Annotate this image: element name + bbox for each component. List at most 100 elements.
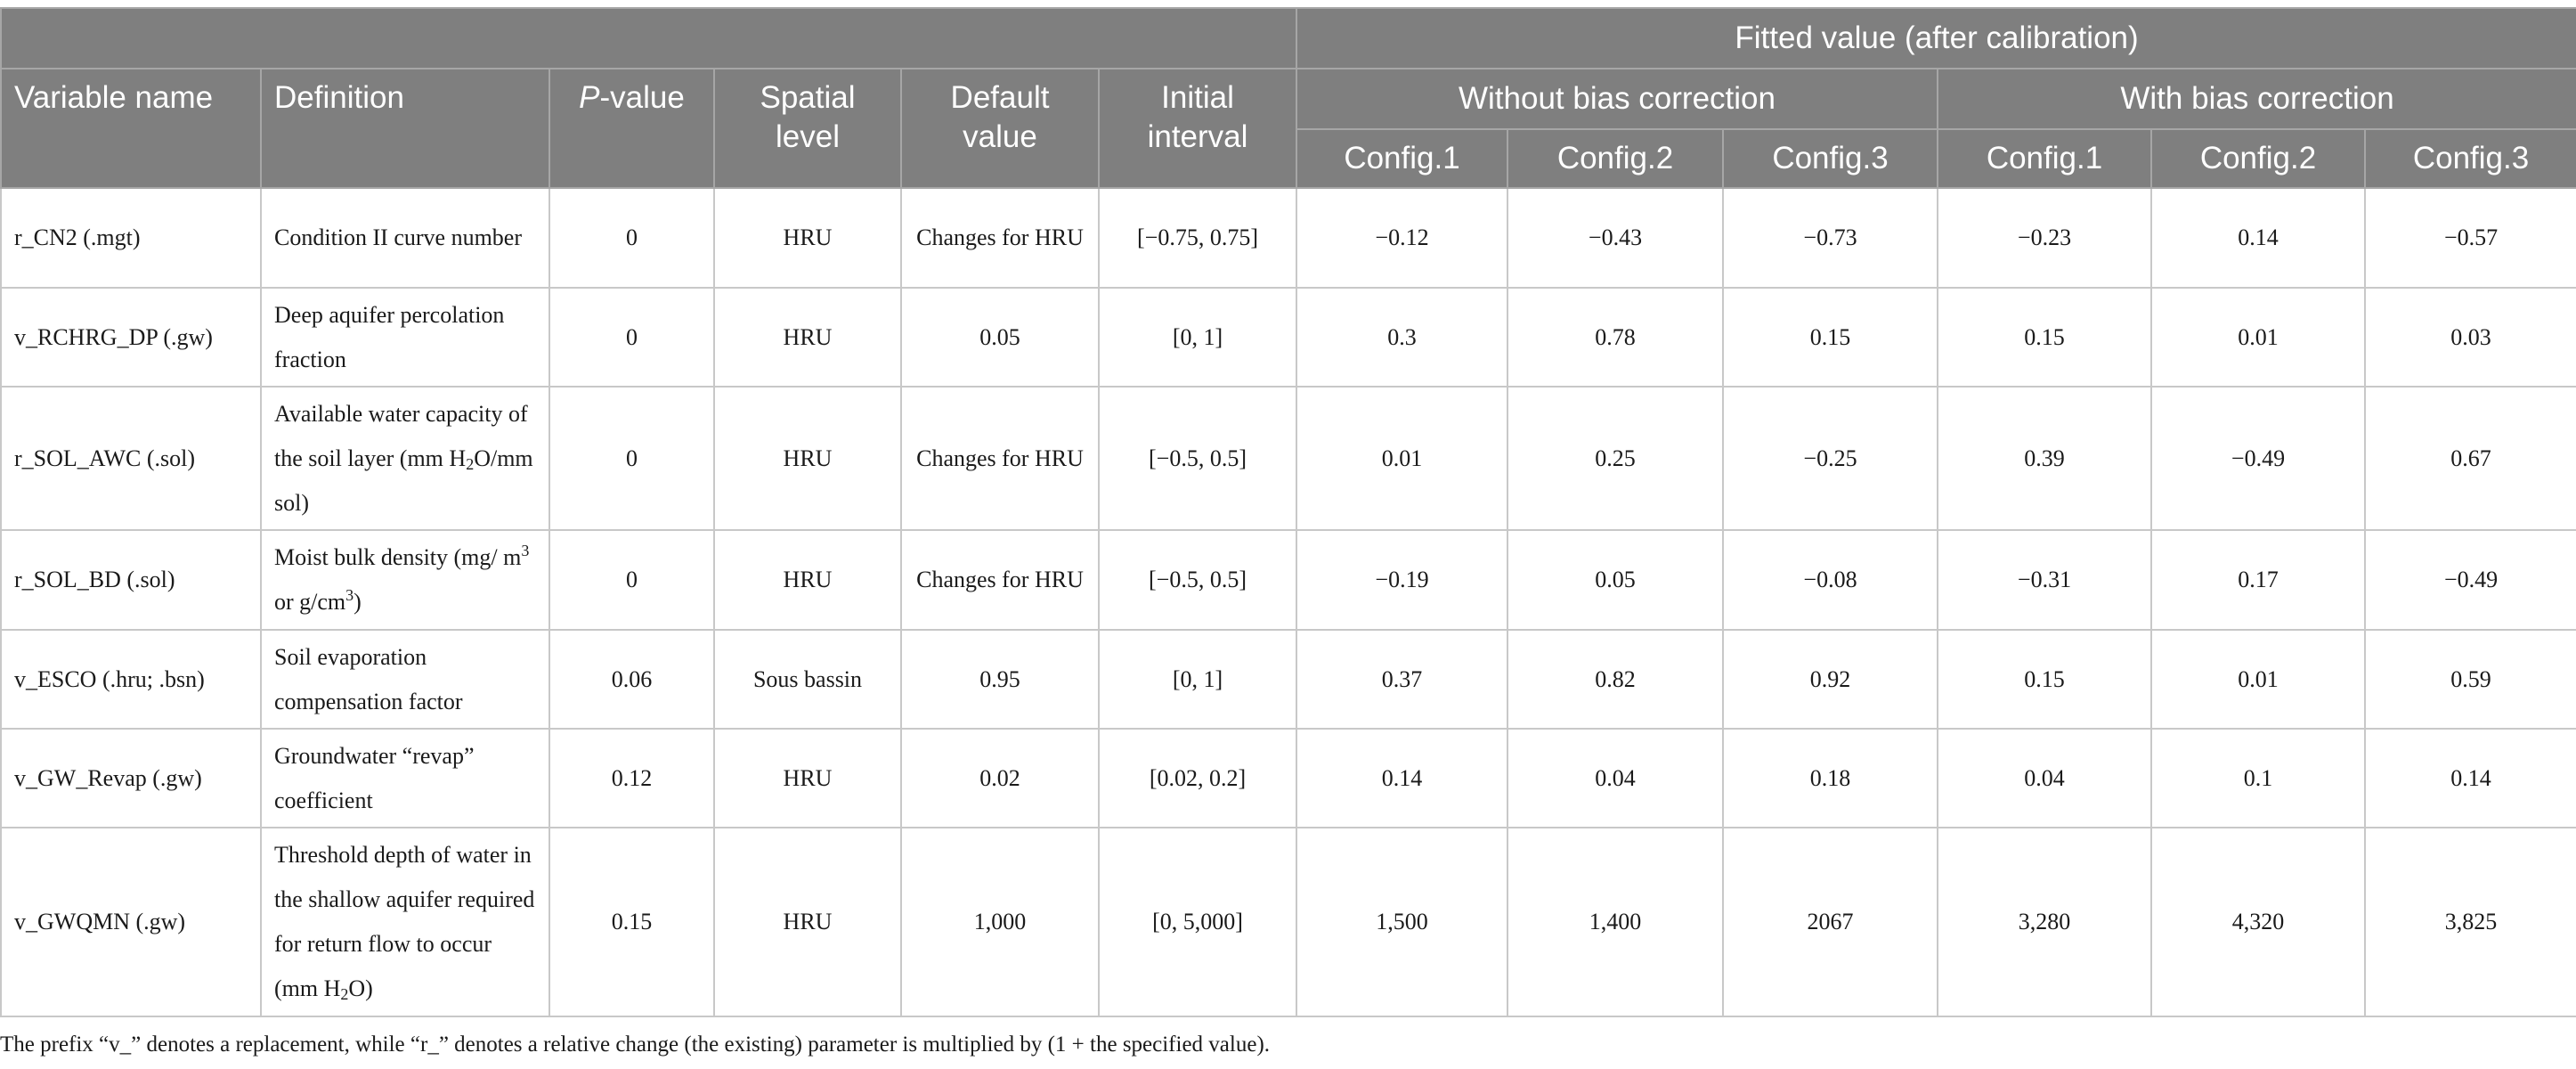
cell-initial-interval: [0.02, 0.2] bbox=[1098, 728, 1297, 828]
cell-spatial-level: HRU bbox=[713, 827, 902, 1017]
cell-wo-config1: 0.3 bbox=[1296, 287, 1508, 388]
cell-initial-interval: [−0.5, 0.5] bbox=[1098, 386, 1297, 531]
cell-spatial-level: HRU bbox=[713, 386, 902, 531]
header-definition: Definition bbox=[260, 68, 550, 189]
cell-variable-name: r_SOL_AWC (.sol) bbox=[0, 386, 262, 531]
header-fitted-value: Fitted value (after calibration) bbox=[1295, 7, 2576, 69]
cell-spatial-level: HRU bbox=[713, 187, 902, 289]
table-row: v_GWQMN (.gw) Threshold depth of water i… bbox=[0, 827, 2576, 1017]
cell-wo-config1: 0.01 bbox=[1296, 386, 1508, 531]
header-row-columns: Variable name Definition P-value Spatial… bbox=[0, 68, 2576, 189]
cell-variable-name: v_GW_Revap (.gw) bbox=[0, 728, 262, 828]
cell-initial-interval: [0, 1] bbox=[1098, 287, 1297, 388]
cell-wo-config2: 0.25 bbox=[1507, 386, 1724, 531]
definition-text: ) bbox=[353, 589, 362, 615]
cell-variable-name: v_GWQMN (.gw) bbox=[0, 827, 262, 1017]
cell-p-value: 0.15 bbox=[549, 827, 715, 1017]
table-row: v_ESCO (.hru; .bsn) Soil evaporation com… bbox=[0, 629, 2576, 730]
header-with-bias: With bias correction bbox=[1936, 68, 2576, 130]
cell-w-config3: 0.59 bbox=[2363, 629, 2576, 730]
cell-p-value: 0 bbox=[549, 529, 715, 631]
table-row: r_SOL_AWC (.sol) Available water capacit… bbox=[0, 386, 2576, 531]
cell-variable-name: r_SOL_BD (.sol) bbox=[0, 529, 262, 631]
cell-wo-config3: −0.08 bbox=[1722, 529, 1938, 631]
cell-w-config2: 0.01 bbox=[2150, 287, 2366, 388]
cell-w-config2: 0.01 bbox=[2150, 629, 2366, 730]
cell-p-value: 0.12 bbox=[549, 728, 715, 828]
definition-text: Available water capacity of the soil lay… bbox=[274, 400, 528, 471]
superscript: 3 bbox=[345, 586, 354, 604]
cell-w-config2: 0.14 bbox=[2150, 187, 2366, 289]
cell-p-value: 0.06 bbox=[549, 629, 715, 730]
cell-w-config1: 3,280 bbox=[1937, 827, 2152, 1017]
calibration-parameter-table: Fitted value (after calibration) Variabl… bbox=[0, 7, 2576, 1017]
cell-wo-config3: −0.25 bbox=[1722, 386, 1938, 531]
header-w-config1: Config.1 bbox=[1937, 128, 2152, 189]
cell-definition: Condition II curve number bbox=[260, 187, 550, 289]
header-row-group: Fitted value (after calibration) bbox=[0, 7, 2576, 69]
header-p-rest: -value bbox=[599, 80, 685, 115]
cell-wo-config1: −0.12 bbox=[1296, 187, 1508, 289]
cell-wo-config2: 0.82 bbox=[1507, 629, 1724, 730]
cell-w-config3: 0.03 bbox=[2363, 287, 2576, 388]
header-row-configs: Config.1 Config.2 Config.3 Config.1 Conf… bbox=[1, 128, 2576, 189]
cell-w-config1: −0.23 bbox=[1937, 187, 2152, 289]
cell-w-config2: 0.1 bbox=[2150, 728, 2366, 828]
cell-w-config2: 0.17 bbox=[2150, 529, 2366, 631]
cell-default-value: Changes for HRU bbox=[900, 187, 1100, 289]
cell-variable-name: r_CN2 (.mgt) bbox=[0, 187, 262, 289]
cell-w-config1: 0.39 bbox=[1937, 386, 2152, 531]
definition-text: O) bbox=[348, 975, 373, 1001]
definition-text: Threshold depth of water in the shallow … bbox=[274, 842, 535, 1001]
definition-text: O/mm sol) bbox=[274, 445, 533, 516]
header-blank bbox=[0, 7, 1297, 69]
parameter-table-container: Fitted value (after calibration) Variabl… bbox=[0, 7, 2576, 1017]
cell-wo-config2: 0.05 bbox=[1507, 529, 1724, 631]
cell-wo-config3: 0.18 bbox=[1722, 728, 1938, 828]
table-footnote: The prefix “v_” denotes a replacement, w… bbox=[0, 1032, 1271, 1057]
cell-wo-config1: 0.37 bbox=[1296, 629, 1508, 730]
cell-default-value: 0.95 bbox=[900, 629, 1100, 730]
cell-initial-interval: [−0.75, 0.75] bbox=[1098, 187, 1297, 289]
table-row: v_GW_Revap (.gw) Groundwater “revap” coe… bbox=[0, 728, 2576, 828]
cell-w-config2: −0.49 bbox=[2150, 386, 2366, 531]
cell-spatial-level: HRU bbox=[713, 529, 902, 631]
cell-variable-name: v_ESCO (.hru; .bsn) bbox=[0, 629, 262, 730]
cell-w-config3: −0.57 bbox=[2363, 187, 2576, 289]
definition-text: or g/cm bbox=[274, 589, 346, 615]
table-header: Fitted value (after calibration) Variabl… bbox=[0, 7, 2576, 189]
cell-wo-config1: −0.19 bbox=[1296, 529, 1508, 631]
cell-w-config3: −0.49 bbox=[2363, 529, 2576, 631]
cell-definition: Available water capacity of the soil lay… bbox=[260, 386, 550, 531]
superscript: 3 bbox=[521, 542, 530, 559]
cell-initial-interval: [−0.5, 0.5] bbox=[1098, 529, 1297, 631]
cell-initial-interval: [0, 5,000] bbox=[1098, 827, 1297, 1017]
cell-definition: Threshold depth of water in the shallow … bbox=[260, 827, 550, 1017]
subscript: 2 bbox=[340, 985, 349, 1003]
header-wo-config2: Config.2 bbox=[1507, 128, 1724, 189]
header-default-value: Default value bbox=[900, 68, 1100, 189]
cell-initial-interval: [0, 1] bbox=[1098, 629, 1297, 730]
cell-w-config2: 4,320 bbox=[2150, 827, 2366, 1017]
cell-w-config3: 0.67 bbox=[2363, 386, 2576, 531]
table-body: r_CN2 (.mgt) Condition II curve number 0… bbox=[0, 187, 2576, 1017]
cell-wo-config2: 0.78 bbox=[1507, 287, 1724, 388]
header-w-config3: Config.3 bbox=[2363, 128, 2576, 189]
header-wo-config1: Config.1 bbox=[1296, 128, 1508, 189]
cell-spatial-level: HRU bbox=[713, 728, 902, 828]
cell-wo-config2: 0.04 bbox=[1507, 728, 1724, 828]
cell-w-config1: 0.15 bbox=[1937, 629, 2152, 730]
cell-variable-name: v_RCHRG_DP (.gw) bbox=[0, 287, 262, 388]
cell-w-config1: −0.31 bbox=[1937, 529, 2152, 631]
cell-w-config1: 0.04 bbox=[1937, 728, 2152, 828]
table-row: v_RCHRG_DP (.gw) Deep aquifer percolatio… bbox=[0, 287, 2576, 388]
cell-p-value: 0 bbox=[549, 287, 715, 388]
cell-wo-config2: −0.43 bbox=[1507, 187, 1724, 289]
cell-wo-config1: 1,500 bbox=[1296, 827, 1508, 1017]
cell-w-config1: 0.15 bbox=[1937, 287, 2152, 388]
cell-default-value: 1,000 bbox=[900, 827, 1100, 1017]
cell-default-value: 0.05 bbox=[900, 287, 1100, 388]
cell-wo-config3: 2067 bbox=[1722, 827, 1938, 1017]
cell-wo-config1: 0.14 bbox=[1296, 728, 1508, 828]
cell-definition: Moist bulk density (mg/ m3 or g/cm3) bbox=[260, 529, 550, 631]
